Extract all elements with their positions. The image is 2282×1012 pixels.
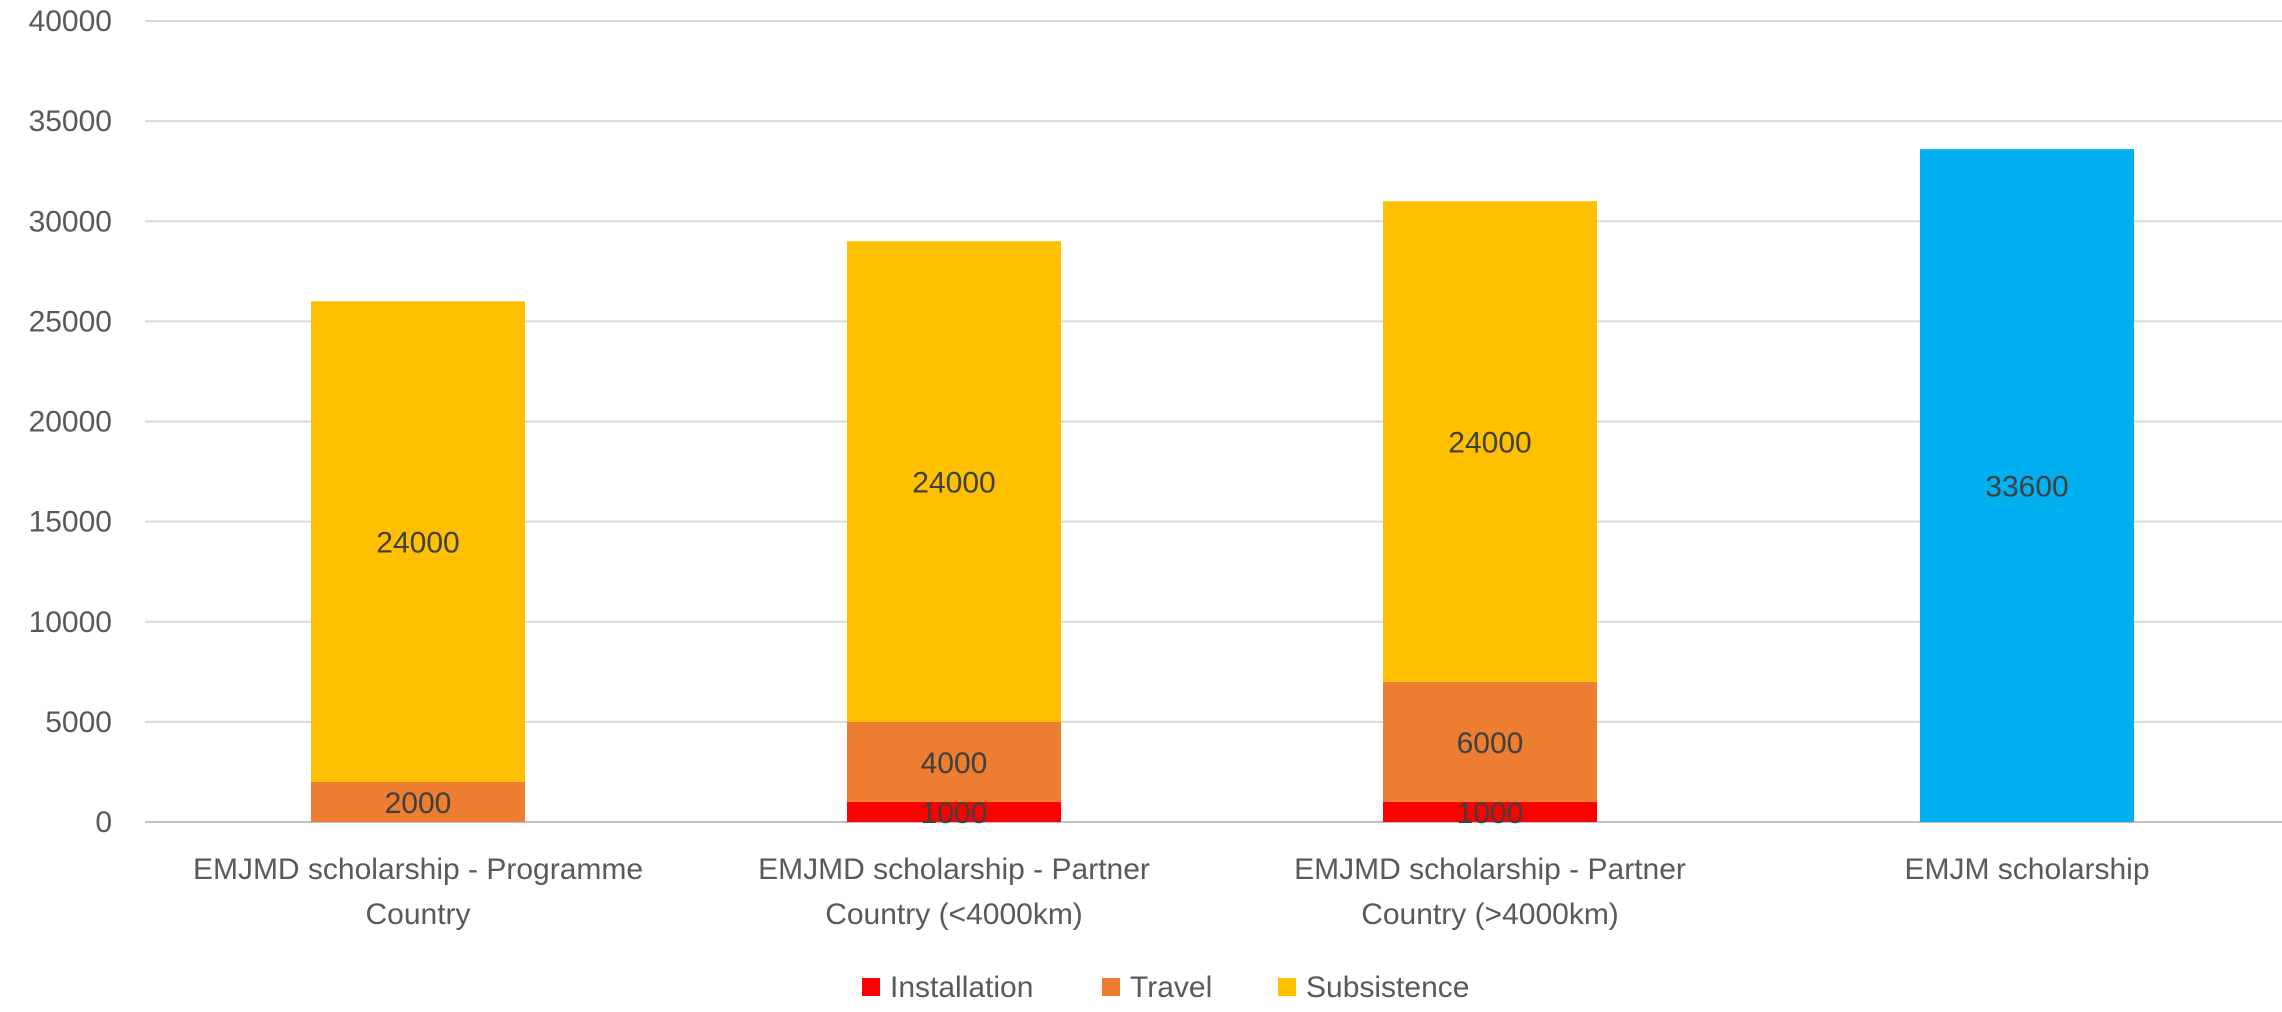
y-tick-label: 30000 (29, 205, 112, 238)
legend-swatch-travel (1102, 978, 1120, 996)
data-label: 4000 (921, 747, 988, 780)
y-tick-label: 0 (95, 806, 112, 839)
data-label: 2000 (385, 787, 452, 820)
legend-swatch-installation (862, 978, 880, 996)
x-category-label: EMJMD scholarship - Partner (758, 853, 1150, 886)
bar-segment-travel (311, 781, 525, 822)
y-tick-label: 20000 (29, 406, 112, 439)
x-category-label: Country (<4000km) (825, 898, 1083, 931)
legend-label: Travel (1130, 971, 1212, 1004)
legend-swatch-subsistence (1278, 978, 1296, 996)
data-label: 24000 (912, 467, 995, 500)
y-tick-label: 35000 (29, 105, 112, 138)
data-label: 24000 (1448, 427, 1531, 460)
y-tick-label: 25000 (29, 305, 112, 338)
bar-segment-subsistence (1383, 201, 1597, 682)
bar-segment-subsistence (847, 241, 1061, 722)
y-tick-label: 10000 (29, 606, 112, 639)
data-label: 1000 (1457, 797, 1524, 830)
y-tick-label: 5000 (45, 706, 112, 739)
data-label: 6000 (1457, 727, 1524, 760)
x-category-label: EMJMD scholarship - Partner (1294, 853, 1686, 886)
x-category-label: EMJMD scholarship - Programme (193, 853, 643, 886)
bars (311, 149, 2134, 822)
bar-segment-installation (847, 801, 1061, 822)
y-tick-label: 40000 (29, 5, 112, 38)
legend-label: Subsistence (1306, 971, 1469, 1004)
x-category-label: EMJM scholarship (1904, 853, 2149, 886)
data-labels: 2000 24000 1000 4000 24000 1000 6000 24000 33600 (376, 427, 2068, 830)
data-label: 33600 (1985, 471, 2068, 504)
y-axis-ticks: 0 5000 10000 15000 20000 25000 30000 35000 40000 (29, 5, 112, 839)
bar-segment-travel (847, 721, 1061, 802)
x-category-label: Country (>4000km) (1361, 898, 1619, 931)
data-label: 1000 (921, 797, 988, 830)
bar-segment-subsistence (311, 301, 525, 782)
y-tick-label: 15000 (29, 506, 112, 539)
x-axis-categories: EMJMD scholarship - Programme Country EMJM… (193, 853, 2150, 931)
bar-segment-travel (1383, 681, 1597, 802)
bar-segment-installation (1383, 801, 1597, 822)
bar-segment-total (1920, 149, 2134, 822)
x-category-label: Country (365, 898, 470, 931)
legend-label: Installation (890, 971, 1033, 1004)
data-label: 24000 (376, 527, 459, 560)
legend: Installation Travel Subsistence (862, 971, 1469, 1004)
